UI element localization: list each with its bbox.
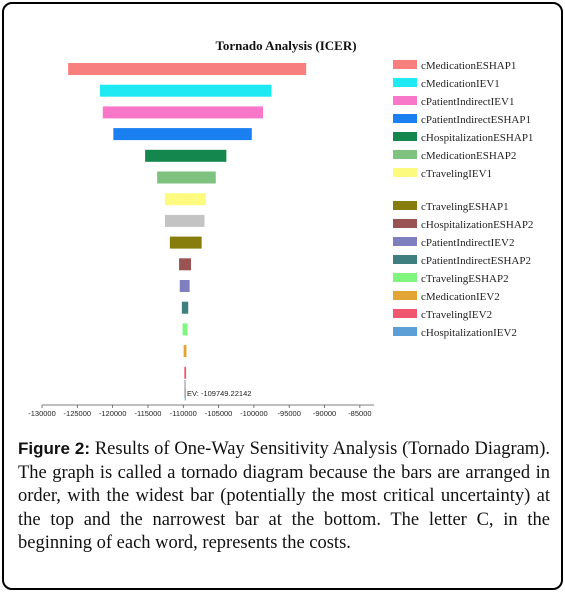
bar-cHospitalizationESHAP2	[179, 258, 192, 271]
x-axis: -130000 -125000 -120000 -115000 -110000 -1050…	[28, 404, 374, 418]
x-tick-label: -130000	[28, 409, 56, 418]
chart-title: Tornado Analysis (ICER)	[215, 38, 356, 53]
x-tick-label: -90000	[313, 409, 336, 418]
legend-label-cPatientIndirectESHAP1: cPatientIndirectESHAP1	[421, 114, 531, 126]
legend-swatch-cPatientIndirectIEV1	[393, 96, 417, 105]
legend-swatch-cTravelingESHAP2	[393, 273, 417, 282]
x-tick-label: -120000	[99, 409, 127, 418]
bar-cHospitalizationESHAP1	[145, 149, 227, 162]
legend-swatch-cPatientIndirectESHAP2	[393, 255, 417, 264]
legend-swatch-cMedicationIEV2	[393, 291, 417, 300]
legend-swatch-cTravelingESHAP1	[393, 201, 417, 210]
legend-label-cHospitalizationESHAP2: cHospitalizationESHAP2	[421, 219, 533, 231]
bar-cTravelingESHAP1-alt	[164, 214, 205, 227]
bar-cTravelingESHAP1	[169, 236, 202, 249]
x-tick-label: -100000	[240, 409, 268, 418]
figure-caption-text: Results of One-Way Sensitivity Analysis …	[18, 439, 550, 554]
legend-label-cTravelingESHAP2: cTravelingESHAP2	[421, 273, 509, 285]
chart-bars	[68, 63, 307, 401]
bar-cMedicationESHAP2	[157, 171, 216, 184]
bar-cTravelingIEV2	[184, 366, 187, 379]
legend-swatch-cPatientIndirectESHAP1	[393, 114, 417, 123]
bar-cMedicationESHAP1	[68, 63, 307, 75]
legend-label-cPatientIndirectESHAP2: cPatientIndirectESHAP2	[421, 255, 531, 267]
bar-cPatientIndirectIEV1	[102, 106, 264, 119]
bar-cTravelingIEV1	[164, 193, 206, 206]
legend-swatch-cHospitalizationESHAP2	[393, 219, 417, 228]
x-tick-label: -110000	[170, 409, 197, 418]
bar-cMedicationIEV2	[183, 345, 187, 358]
base-value-label: EV: -109749.22142	[187, 389, 251, 398]
legend-swatch-cPatientIndirectIEV2	[393, 237, 417, 246]
figure-caption: Figure 2: Results of One-Way Sensitivity…	[18, 437, 550, 556]
bar-cPatientIndirectIEV2	[179, 280, 190, 292]
x-tick-label: -115000	[134, 409, 161, 418]
chart-legend: cMedicationESHAP1 cMedicationIEV1 cPatient…	[393, 60, 533, 339]
legend-label-cMedicationIEV1: cMedicationIEV1	[421, 78, 500, 90]
bar-cPatientIndirectESHAP2	[181, 301, 189, 314]
x-tick-label: -105000	[205, 409, 233, 418]
legend-swatch-cHospitalizationESHAP1	[393, 132, 417, 141]
legend-swatch-cMedicationIEV1	[393, 78, 417, 87]
bar-cPatientIndirectESHAP1	[113, 128, 252, 141]
x-tick-label: -125000	[64, 409, 92, 418]
legend-swatch-cTravelingIEV1	[393, 168, 417, 177]
bar-cMedicationIEV1	[99, 84, 272, 97]
legend-swatch-cMedicationESHAP1	[393, 60, 417, 69]
legend-label-cPatientIndirectIEV1: cPatientIndirectIEV1	[421, 96, 514, 108]
figure-label: Figure 2:	[18, 439, 90, 458]
legend-label-cPatientIndirectIEV2: cPatientIndirectIEV2	[421, 237, 514, 249]
legend-label-cTravelingIEV2: cTravelingIEV2	[421, 309, 492, 321]
legend-label-cMedicationESHAP2: cMedicationESHAP2	[421, 150, 516, 162]
legend-label-cTravelingESHAP1: cTravelingESHAP1	[421, 201, 509, 213]
legend-swatch-cTravelingIEV2	[393, 309, 417, 318]
legend-label-cMedicationESHAP1: cMedicationESHAP1	[421, 60, 516, 72]
x-tick-label: -85000	[348, 409, 371, 418]
legend-label-cHospitalizationESHAP1: cHospitalizationESHAP1	[421, 132, 533, 144]
legend-label-cTravelingIEV1: cTravelingIEV1	[421, 168, 492, 180]
bar-cTravelingESHAP2	[182, 323, 188, 336]
legend-swatch-cHospitalizationIEV2	[393, 327, 417, 336]
legend-label-cMedicationIEV2: cMedicationIEV2	[421, 291, 500, 303]
legend-label-cHospitalizationIEV2: cHospitalizationIEV2	[421, 327, 517, 339]
legend-swatch-cMedicationESHAP2	[393, 150, 417, 159]
x-tick-label: -95000	[278, 409, 301, 418]
tornado-chart: Tornado Analysis (ICER) -130000 -125000 -1…	[28, 38, 533, 418]
